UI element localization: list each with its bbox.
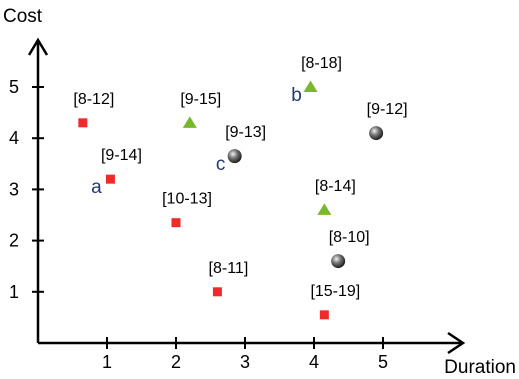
point-label: [8-14] <box>315 178 356 195</box>
point-label: [10-13] <box>162 191 212 208</box>
x-axis-title: Duration <box>444 357 516 378</box>
point-label: [8-18] <box>301 55 342 72</box>
point-marker-square <box>105 174 115 184</box>
point-label: [15-19] <box>310 283 360 300</box>
point-letter-label: c <box>216 154 226 175</box>
point-label: [9-13] <box>225 124 266 141</box>
point-label: [9-12] <box>367 101 408 118</box>
point-label: [9-14] <box>101 147 142 164</box>
point-marker-triangle <box>317 203 332 215</box>
y-axis-arrow <box>27 37 49 56</box>
y-tick-label: 5 <box>9 77 19 97</box>
point-label: [8-12] <box>73 91 114 108</box>
point-marker-sphere <box>331 254 346 269</box>
point-marker-sphere <box>227 149 242 164</box>
point-marker-square <box>212 287 222 297</box>
x-tick-label: 2 <box>171 352 181 372</box>
point-marker-square <box>78 118 88 128</box>
point-marker-triangle <box>303 80 318 92</box>
y-axis-title: Cost <box>3 6 43 27</box>
y-tick-label: 2 <box>9 231 19 251</box>
x-tick-label: 4 <box>309 352 319 372</box>
point-label: [9-15] <box>180 91 221 108</box>
x-tick-label: 3 <box>240 352 250 372</box>
point-label: [8-11] <box>209 260 249 277</box>
point-letter-label: b <box>291 85 302 106</box>
y-tick-label: 4 <box>9 128 19 148</box>
point-marker-sphere <box>369 126 384 141</box>
point-marker-square <box>319 310 329 320</box>
x-axis-arrow <box>447 331 466 355</box>
x-tick-label: 1 <box>102 352 112 372</box>
point-label: [8-10] <box>329 229 370 246</box>
point-marker-square <box>171 218 181 228</box>
point-marker-triangle <box>182 116 197 128</box>
y-tick-label: 1 <box>9 282 19 302</box>
data-points <box>78 80 384 320</box>
axes: 1 2 3 4 5 1 2 3 4 5 Duration Cost <box>3 6 516 378</box>
point-letter-label: a <box>91 177 102 198</box>
point-labels: [8-12][9-14]a[10-13][8-11][15-19][9-15][… <box>73 55 407 300</box>
y-tick-label: 3 <box>9 179 19 199</box>
x-tick-label: 5 <box>378 352 388 372</box>
